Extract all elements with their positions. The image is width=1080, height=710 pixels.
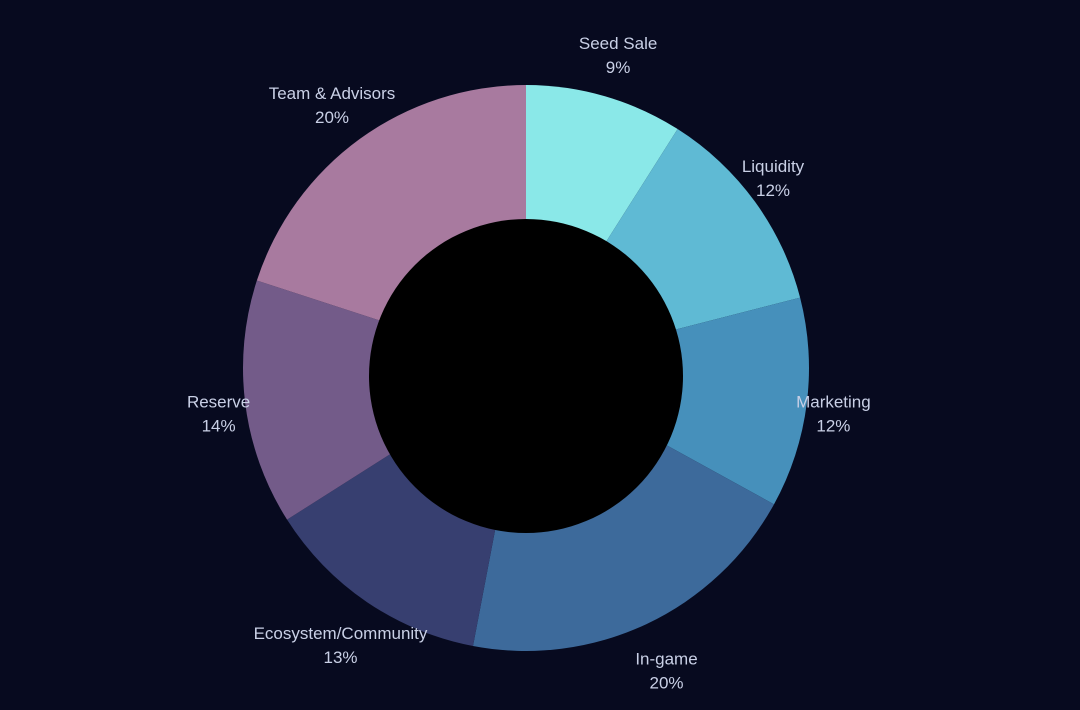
slice-label: Team & Advisors 20% [269, 84, 396, 127]
slice-label-percent: 13% [323, 648, 357, 667]
slice-label-name: Liquidity [742, 157, 805, 176]
slice-label-percent: 12% [756, 181, 790, 200]
slice-label: In-game 20% [635, 650, 697, 693]
slice-label-percent: 9% [606, 58, 631, 77]
slice-label-name: Reserve [187, 392, 250, 411]
donut-hole [369, 219, 683, 533]
slice-label: Marketing 12% [796, 392, 871, 435]
slice-label: Reserve 14% [187, 392, 250, 435]
slice-label-name: In-game [635, 650, 697, 669]
slice-label: Ecosystem/Community 13% [254, 624, 428, 667]
slice-label-percent: 20% [315, 108, 349, 127]
slice-label: Seed Sale 9% [579, 34, 657, 77]
slice-label-name: Marketing [796, 392, 871, 411]
slice-label-percent: 20% [649, 674, 683, 693]
slice-label-percent: 14% [202, 416, 236, 435]
slice-label-name: Ecosystem/Community [254, 624, 428, 643]
slice-label-percent: 12% [816, 416, 850, 435]
labels-layer: Seed Sale 9% Liquidity 12% Marketing 12% In-ga… [187, 34, 871, 693]
slice-label: Liquidity 12% [742, 157, 805, 200]
slice-label-name: Team & Advisors [269, 84, 396, 103]
slice-label-name: Seed Sale [579, 34, 657, 53]
